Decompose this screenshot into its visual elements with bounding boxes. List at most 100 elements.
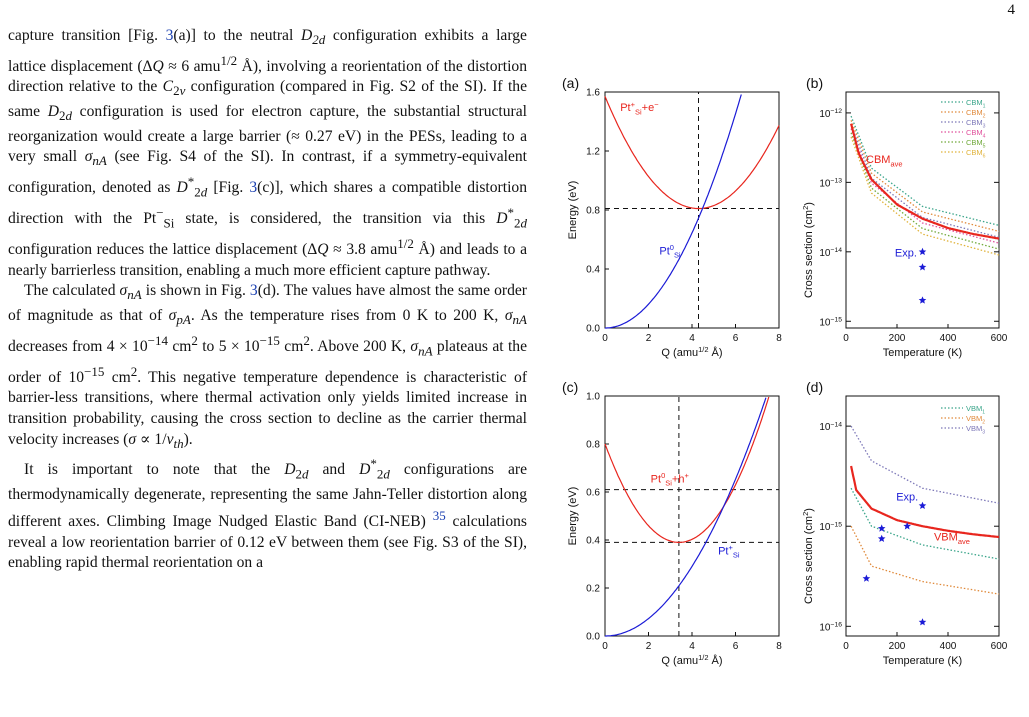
y-tick-label: 0.0 [586,324,600,335]
x-axis-label: Temperature (K) [883,347,962,359]
legend-label: CBM4 [966,128,986,139]
x-axis-label: Temperature (K) [883,655,962,667]
panel-b-frame [845,91,1000,329]
x-tick-label: 600 [991,641,1008,652]
x-tick-label: 4 [689,333,695,344]
exp-star-marker [903,522,911,530]
curve-neutral-state [605,94,742,329]
legend-label: CBM5 [966,138,986,149]
average-curve [850,123,1000,240]
exp-star-marker [918,501,927,509]
figure-3: (a) 0 2 4 6 8 0.0 0.4 0.8 1.2 1.6 Q (amu1/2 Å) Energ… [548,74,1018,686]
y-tick-label: 0.2 [586,584,600,595]
dotted-curve-cbm [850,132,1000,250]
y-tick-label: 0.6 [586,488,600,499]
y-tick-label: 10−16 [819,622,842,634]
y-axis-label: Energy (eV) [567,181,579,240]
curve-hole-state [604,396,770,543]
y-axis-label: Cross section (cm2) [801,508,815,604]
x-tick-label: 400 [940,333,957,344]
series-label-upper: Pt+Si+e− [620,100,658,116]
y-tick-label: 0.8 [586,206,600,217]
panel-c-frame [604,395,780,637]
legend-label: VBM2 [966,414,985,425]
y-tick-label: 10−12 [819,108,842,120]
x-tick-label: 6 [733,641,739,652]
legend-label: CBM6 [966,148,986,159]
y-tick-label: 10−13 [819,178,842,190]
panel-c-label: (c) [562,379,578,395]
exp-star-marker [918,618,927,626]
x-tick-label: 8 [776,641,782,652]
dotted-curve-vbm [850,525,1000,595]
x-tick-label: 0 [843,641,849,652]
curve-charged-state [605,397,767,637]
x-tick-label: 6 [733,333,739,344]
exp-star-marker [877,524,886,532]
dotted-curve-cbm [850,136,1000,256]
paragraph-3: It is important to note that the D2d and… [8,456,528,572]
curve-charged-state [604,96,780,210]
exp-star-marker [918,296,927,304]
average-curve [850,465,1000,539]
y-axis-label: Cross section (cm2) [801,202,815,298]
page-number: 4 [1007,2,1016,18]
legend-label: VBM3 [966,424,985,435]
panel-d-frame [845,395,1000,637]
legend-label: CBM1 [966,98,986,109]
x-axis-label: Q (amu1/2 Å) [661,345,722,359]
panel-d-label: (d) [806,379,823,395]
x-tick-label: 0 [602,333,608,344]
dotted-curve-cbm [850,120,1000,232]
figure-3-svg: (a) 0 2 4 6 8 0.0 0.4 0.8 1.2 1.6 Q (amu1/2 Å) Energ… [562,75,1008,667]
x-tick-label: 0 [843,333,849,344]
y-tick-label: 10−15 [819,521,842,533]
body-text-column: capture transition [Fig. 3(a)] to the ne… [8,26,527,574]
x-axis-label: Q (amu1/2 Å) [661,653,722,667]
fig-ref-link[interactable]: 3 [249,282,258,300]
dotted-curve-vbm [850,425,1000,504]
y-tick-label: 1.2 [586,147,600,158]
y-tick-label: 10−14 [819,247,842,259]
panel-a-frame [604,91,780,329]
x-tick-label: 200 [889,333,906,344]
exp-star-marker [918,263,927,271]
paragraph-1: capture transition [Fig. 3(a)] to the ne… [8,27,528,279]
y-tick-label: 10−14 [819,421,842,433]
exp-star-marker [918,247,927,256]
panel-b-label: (b) [806,75,823,91]
exp-star-marker [862,574,871,582]
fig-ref-link[interactable]: 3 [165,27,174,44]
panel-a-label: (a) [562,75,579,91]
x-tick-label: 600 [991,333,1008,344]
x-tick-label: 400 [940,641,957,652]
fig-ref-link[interactable]: 3 [249,179,258,197]
curve-label: CBMave [866,154,903,168]
dotted-curve-vbm [850,487,1000,560]
y-axis-label: Energy (eV) [567,487,579,546]
exp-label: Exp. [896,492,918,504]
y-tick-label: 0.4 [586,536,600,547]
paragraph-2: The calculated σnA is shown in Fig. 3(d)… [8,282,528,451]
x-tick-label: 2 [646,641,652,652]
legend-label: CBM3 [966,118,986,129]
exp-label: Exp. [895,248,917,260]
x-tick-label: 0 [602,641,608,652]
y-tick-label: 10−15 [819,316,842,328]
legend-label: CBM2 [966,108,986,119]
x-tick-label: 200 [889,641,906,652]
x-tick-label: 4 [689,641,695,652]
x-tick-label: 2 [646,333,652,344]
y-tick-label: 0.8 [586,440,600,451]
y-tick-label: 1.6 [586,88,600,99]
y-tick-label: 1.0 [586,392,600,403]
x-tick-label: 8 [776,333,782,344]
legend-label: VBM1 [966,404,985,415]
dotted-curve-cbm [850,124,1000,238]
series-label-lower: Pt+Si [718,543,740,559]
curve-label: VBMave [934,531,970,545]
y-tick-label: 0.4 [586,265,600,276]
citation-link[interactable]: 35 [432,507,446,523]
y-tick-label: 0.0 [586,632,600,643]
exp-star-marker [877,534,886,542]
